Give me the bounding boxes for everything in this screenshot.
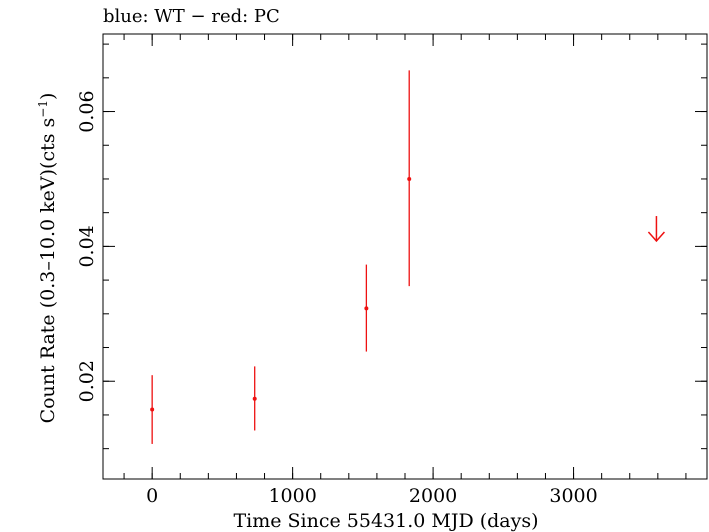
- y-tick-labels: 0.02 0.04 0.06: [76, 90, 98, 402]
- x-tick-label: 1000: [268, 485, 316, 507]
- x-tick-label: 2000: [409, 485, 457, 507]
- data-point: [150, 407, 155, 412]
- y-tick-label: 0.02: [76, 360, 98, 402]
- data-point: [364, 306, 369, 311]
- y-axis-title-superscript: −1: [36, 100, 50, 118]
- y-axis-title-main: Count Rate (0.3–10.0 keV)(cts s: [37, 118, 59, 424]
- x-tick-label: 3000: [549, 485, 597, 507]
- data-points: [150, 70, 665, 444]
- y-tick-label: 0.04: [76, 225, 98, 267]
- chart-title: blue: WT − red: PC: [103, 6, 280, 27]
- data-point: [252, 396, 257, 401]
- y-axis-title-tail: ): [37, 93, 59, 100]
- data-point: [407, 176, 412, 181]
- axis-ticks: [103, 34, 707, 479]
- x-tick-label: 0: [146, 485, 158, 507]
- y-axis-title: Count Rate (0.3–10.0 keV)(cts s−1): [36, 93, 59, 424]
- upper-limit-arrow-head: [647, 231, 665, 243]
- plot-frame: [102, 33, 708, 480]
- x-axis-title: Time Since 55431.0 MJD (days): [233, 510, 538, 532]
- y-tick-label: 0.06: [76, 90, 98, 132]
- x-tick-labels: 0 1000 2000 3000: [146, 485, 598, 507]
